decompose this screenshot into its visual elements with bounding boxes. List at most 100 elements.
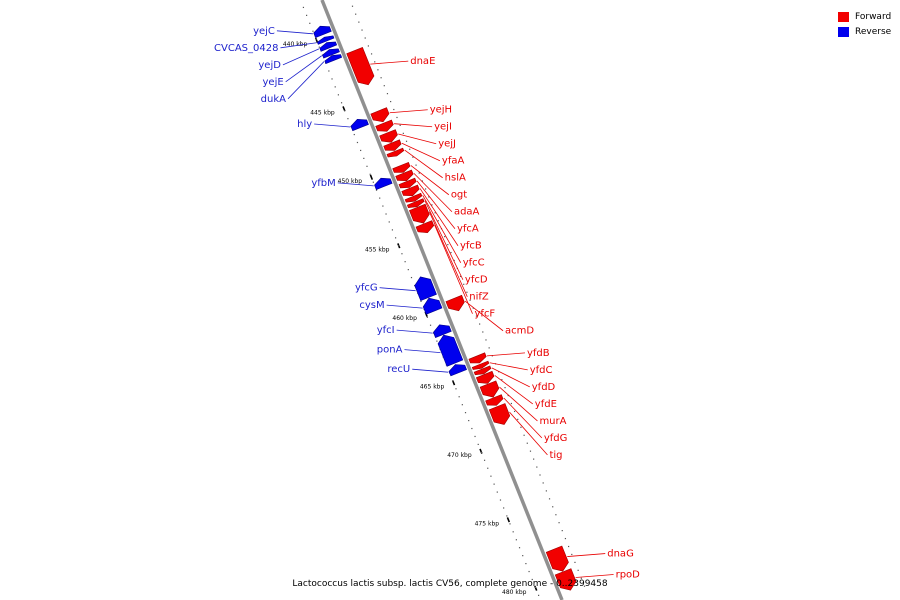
guide-dot bbox=[391, 229, 394, 231]
leader-line bbox=[401, 142, 441, 162]
gene-label-murA[interactable]: murA bbox=[539, 416, 566, 427]
gene-label-yfbM[interactable]: yfbM bbox=[311, 178, 335, 189]
gene-yfcG[interactable] bbox=[414, 276, 437, 301]
gene-acmD[interactable] bbox=[445, 294, 465, 312]
gene-recU[interactable] bbox=[448, 364, 467, 377]
gene-nifZ[interactable] bbox=[409, 203, 430, 224]
gene-yejH[interactable] bbox=[370, 107, 390, 123]
gene-yfcI[interactable] bbox=[433, 324, 452, 338]
gene-label-nifZ[interactable]: nifZ bbox=[469, 292, 489, 303]
legend-forward[interactable]: Forward bbox=[838, 9, 891, 24]
guide-dot bbox=[447, 243, 449, 246]
gene-label-yfcF[interactable]: yfcF bbox=[475, 309, 496, 320]
gene-tig[interactable] bbox=[488, 403, 511, 425]
gene-label-ogt[interactable]: ogt bbox=[451, 190, 467, 201]
gene-label-yejC[interactable]: yejC bbox=[253, 26, 275, 37]
gene-yfdB[interactable] bbox=[468, 352, 487, 364]
legend-reverse[interactable]: Reverse bbox=[838, 24, 891, 39]
gene-label-yfdB[interactable]: yfdB bbox=[527, 348, 550, 359]
gene-yfcF[interactable] bbox=[415, 220, 435, 234]
gene-yfdE[interactable] bbox=[475, 370, 495, 384]
gene-cysM[interactable] bbox=[422, 297, 443, 315]
gene-yejC[interactable] bbox=[313, 25, 332, 38]
guide-dot bbox=[468, 419, 470, 422]
gene-yejJ[interactable] bbox=[379, 129, 398, 143]
guide-dot bbox=[571, 553, 573, 556]
gene-dnaG[interactable] bbox=[545, 545, 569, 572]
guide-dot bbox=[450, 251, 452, 254]
gene-rpoD[interactable] bbox=[554, 568, 577, 591]
guide-dot bbox=[420, 300, 422, 303]
guide-dot bbox=[487, 467, 489, 469]
gene-label-tig[interactable]: tig bbox=[549, 450, 562, 461]
gene-label-rpoD[interactable]: rpoD bbox=[616, 569, 641, 580]
gene-murA[interactable] bbox=[479, 380, 500, 398]
guide-dot bbox=[464, 412, 467, 414]
gene-label-yfaA[interactable]: yfaA bbox=[442, 156, 465, 167]
gene-label-yfcG[interactable]: yfcG bbox=[355, 283, 378, 294]
gene-label-acmD[interactable]: acmD bbox=[505, 326, 534, 337]
gene-label-yfcC[interactable]: yfcC bbox=[463, 258, 485, 269]
gene-yfcB[interactable] bbox=[401, 184, 420, 197]
gene-yejE[interactable] bbox=[322, 48, 340, 59]
gene-label-cysM[interactable]: cysM bbox=[359, 300, 384, 311]
gene-yfdG[interactable] bbox=[485, 394, 504, 406]
gene-label-dukA[interactable]: dukA bbox=[261, 94, 286, 105]
gene-label-ponA[interactable]: ponA bbox=[377, 345, 403, 356]
guide-dot bbox=[347, 118, 349, 120]
guide-dot bbox=[393, 108, 395, 111]
guide-dot bbox=[426, 316, 428, 318]
gene-label-yfcB[interactable]: yfcB bbox=[460, 241, 482, 252]
gene-label-yfcI[interactable]: yfcI bbox=[377, 325, 395, 336]
gene-label-yfdE[interactable]: yfdE bbox=[535, 399, 557, 410]
gene-label-dnaE[interactable]: dnaE bbox=[410, 56, 435, 67]
gene-dukA[interactable] bbox=[324, 54, 343, 64]
gene-yejI[interactable] bbox=[375, 119, 394, 132]
gene-label-yejH[interactable]: yejH bbox=[430, 105, 452, 116]
gene-adaA[interactable] bbox=[395, 169, 414, 182]
gene-label-yfcA[interactable]: yfcA bbox=[457, 224, 479, 235]
gene-yfcA[interactable] bbox=[398, 177, 417, 189]
guide-dot bbox=[434, 212, 436, 214]
gene-yfbM[interactable] bbox=[374, 177, 393, 190]
leader-line bbox=[379, 287, 416, 292]
gene-label-dnaG[interactable]: dnaG bbox=[607, 549, 634, 560]
leader-line bbox=[337, 182, 374, 187]
ticks-layer: 440 kbp 445 kbp 450 kbp 455 kbp 460 kbp 465 k… bbox=[283, 37, 538, 596]
gene-label-yejE[interactable]: yejE bbox=[263, 77, 284, 88]
guide-dot bbox=[474, 435, 476, 438]
gene-yfaA[interactable] bbox=[383, 139, 402, 151]
gene-yfcC[interactable] bbox=[404, 192, 423, 203]
gene-label-yfdG[interactable]: yfdG bbox=[544, 433, 568, 444]
gene-label-yejI[interactable]: yejI bbox=[434, 122, 452, 133]
gene-label-yfdC[interactable]: yfdC bbox=[530, 365, 553, 376]
gene-label-adaA[interactable]: adaA bbox=[454, 207, 480, 218]
gene-label-hslA[interactable]: hslA bbox=[445, 173, 466, 184]
gene-label-CVCAS_0428[interactable]: CVCAS_0428 bbox=[214, 43, 278, 54]
gene-dnaE[interactable] bbox=[346, 47, 375, 86]
guide-dot bbox=[360, 149, 362, 152]
gene-yfdD[interactable] bbox=[473, 365, 492, 376]
gene-label-yfdD[interactable]: yfdD bbox=[532, 382, 556, 393]
gene-ponA[interactable] bbox=[437, 334, 464, 367]
gene-label-hly[interactable]: hly bbox=[297, 119, 312, 130]
leader-line bbox=[280, 42, 317, 49]
guide-dot bbox=[369, 173, 371, 175]
guide-dot bbox=[577, 569, 579, 571]
gene-label-yejJ[interactable]: yejJ bbox=[438, 139, 456, 150]
guide-dot bbox=[428, 196, 430, 198]
gene-yfcD[interactable] bbox=[406, 198, 425, 209]
gene-label-yfcD[interactable]: yfcD bbox=[465, 275, 488, 286]
gene-yfdC[interactable] bbox=[471, 360, 490, 370]
guide-dot bbox=[455, 388, 457, 390]
gene-hly[interactable] bbox=[350, 118, 369, 132]
guide-dot bbox=[385, 213, 387, 215]
leader-line bbox=[404, 149, 443, 179]
guide-dot bbox=[482, 331, 484, 333]
gene-ogt[interactable] bbox=[392, 162, 411, 173]
gene-yejD[interactable] bbox=[319, 41, 338, 52]
gene-CVCAS_0428[interactable] bbox=[316, 35, 335, 45]
gene-label-recU[interactable]: recU bbox=[387, 364, 410, 375]
gene-hslA[interactable] bbox=[386, 147, 405, 158]
gene-label-yejD[interactable]: yejD bbox=[258, 60, 281, 71]
